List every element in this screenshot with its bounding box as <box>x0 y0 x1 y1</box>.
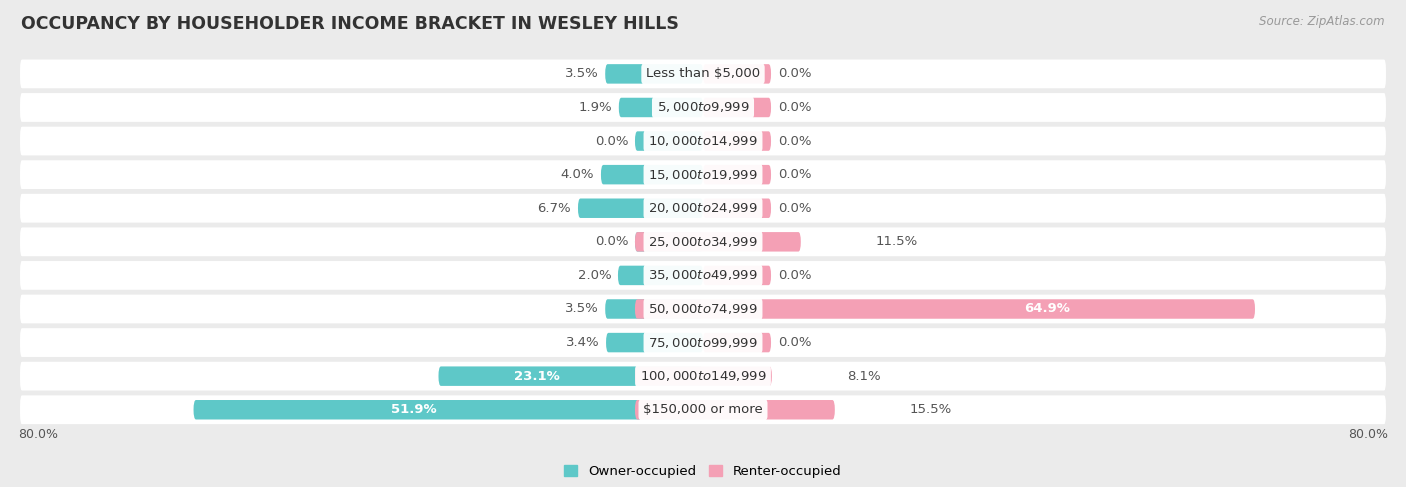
Text: 11.5%: 11.5% <box>876 235 918 248</box>
Text: 80.0%: 80.0% <box>1348 429 1388 441</box>
Text: $15,000 to $19,999: $15,000 to $19,999 <box>648 168 758 182</box>
Text: 0.0%: 0.0% <box>778 134 811 148</box>
FancyBboxPatch shape <box>18 92 1388 124</box>
Text: 64.9%: 64.9% <box>1024 302 1070 316</box>
Text: 0.0%: 0.0% <box>595 134 628 148</box>
Text: 23.1%: 23.1% <box>513 370 560 383</box>
Legend: Owner-occupied, Renter-occupied: Owner-occupied, Renter-occupied <box>564 466 842 478</box>
FancyBboxPatch shape <box>636 366 772 386</box>
FancyBboxPatch shape <box>605 64 703 84</box>
Text: Less than $5,000: Less than $5,000 <box>645 67 761 80</box>
FancyBboxPatch shape <box>18 259 1388 292</box>
Text: 15.5%: 15.5% <box>910 403 952 416</box>
FancyBboxPatch shape <box>636 299 1256 318</box>
Text: 0.0%: 0.0% <box>778 336 811 349</box>
FancyBboxPatch shape <box>703 266 770 285</box>
FancyBboxPatch shape <box>619 98 703 117</box>
FancyBboxPatch shape <box>194 400 703 419</box>
FancyBboxPatch shape <box>18 192 1388 225</box>
Text: 80.0%: 80.0% <box>18 429 58 441</box>
FancyBboxPatch shape <box>18 326 1388 359</box>
Text: $75,000 to $99,999: $75,000 to $99,999 <box>648 336 758 350</box>
Text: 2.0%: 2.0% <box>578 269 612 282</box>
FancyBboxPatch shape <box>18 159 1388 191</box>
FancyBboxPatch shape <box>703 98 770 117</box>
Text: 0.0%: 0.0% <box>778 269 811 282</box>
Text: 4.0%: 4.0% <box>561 168 595 181</box>
FancyBboxPatch shape <box>703 199 770 218</box>
FancyBboxPatch shape <box>600 165 703 185</box>
FancyBboxPatch shape <box>18 293 1388 325</box>
FancyBboxPatch shape <box>703 165 770 185</box>
Text: 0.0%: 0.0% <box>778 101 811 114</box>
Text: 3.5%: 3.5% <box>565 302 599 316</box>
Text: 3.4%: 3.4% <box>565 336 599 349</box>
Text: 0.0%: 0.0% <box>778 67 811 80</box>
Text: OCCUPANCY BY HOUSEHOLDER INCOME BRACKET IN WESLEY HILLS: OCCUPANCY BY HOUSEHOLDER INCOME BRACKET … <box>21 15 679 33</box>
Text: 8.1%: 8.1% <box>846 370 880 383</box>
Text: 51.9%: 51.9% <box>391 403 437 416</box>
FancyBboxPatch shape <box>636 232 801 252</box>
FancyBboxPatch shape <box>18 58 1388 90</box>
Text: $5,000 to $9,999: $5,000 to $9,999 <box>657 100 749 114</box>
FancyBboxPatch shape <box>636 131 703 151</box>
Text: Source: ZipAtlas.com: Source: ZipAtlas.com <box>1260 15 1385 28</box>
FancyBboxPatch shape <box>18 360 1388 393</box>
Text: $35,000 to $49,999: $35,000 to $49,999 <box>648 268 758 282</box>
Text: $25,000 to $34,999: $25,000 to $34,999 <box>648 235 758 249</box>
Text: 0.0%: 0.0% <box>595 235 628 248</box>
Text: $50,000 to $74,999: $50,000 to $74,999 <box>648 302 758 316</box>
FancyBboxPatch shape <box>606 333 703 352</box>
Text: $10,000 to $14,999: $10,000 to $14,999 <box>648 134 758 148</box>
Text: 1.9%: 1.9% <box>578 101 612 114</box>
Text: 6.7%: 6.7% <box>537 202 571 215</box>
FancyBboxPatch shape <box>18 125 1388 157</box>
FancyBboxPatch shape <box>18 393 1388 426</box>
FancyBboxPatch shape <box>605 299 703 318</box>
FancyBboxPatch shape <box>703 131 770 151</box>
FancyBboxPatch shape <box>703 64 770 84</box>
FancyBboxPatch shape <box>703 333 770 352</box>
Text: $20,000 to $24,999: $20,000 to $24,999 <box>648 201 758 215</box>
Text: 0.0%: 0.0% <box>778 202 811 215</box>
Text: $100,000 to $149,999: $100,000 to $149,999 <box>640 369 766 383</box>
FancyBboxPatch shape <box>619 266 703 285</box>
Text: $150,000 or more: $150,000 or more <box>643 403 763 416</box>
FancyBboxPatch shape <box>636 400 835 419</box>
FancyBboxPatch shape <box>18 225 1388 258</box>
FancyBboxPatch shape <box>578 199 703 218</box>
Text: 0.0%: 0.0% <box>778 168 811 181</box>
Text: 3.5%: 3.5% <box>565 67 599 80</box>
FancyBboxPatch shape <box>439 366 703 386</box>
FancyBboxPatch shape <box>636 232 703 252</box>
